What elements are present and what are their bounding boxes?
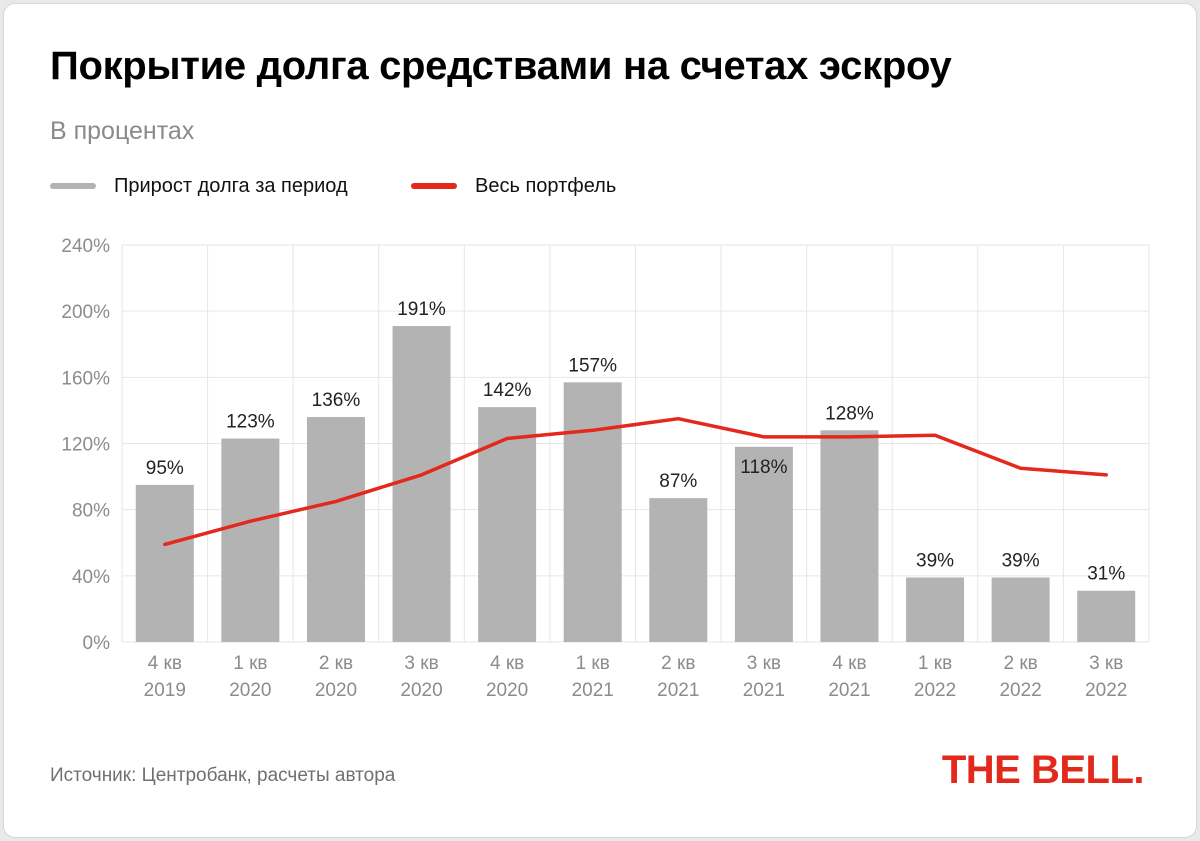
y-tick-label: 160%: [61, 368, 110, 389]
legend-swatch-line: [411, 183, 457, 189]
x-tick-label-line: 2020: [315, 680, 357, 701]
bar-data-label: 157%: [568, 355, 617, 376]
x-tick-label-line: 2021: [828, 680, 870, 701]
bar: [991, 577, 1050, 642]
the-bell-logo: THE BELL.: [941, 748, 1145, 792]
x-tick-label-line: 1 кв: [233, 653, 267, 674]
bar: [563, 382, 622, 642]
x-tick-label: 1 кв 2020: [229, 653, 271, 701]
bar: [135, 484, 194, 642]
x-tick-label-line: 2021: [743, 680, 785, 701]
bar-data-label: 191%: [397, 299, 446, 320]
x-tick-label: 2 кв 2020: [315, 653, 357, 701]
chart-card: Покрытие долга средствами на счетах эскр…: [3, 3, 1197, 838]
bar: [306, 417, 365, 642]
bar-data-label: 95%: [146, 458, 184, 479]
x-tick-label-line: 3 кв: [1089, 653, 1123, 674]
x-tick-label-line: 2020: [229, 680, 271, 701]
x-tick-label-line: 2022: [999, 680, 1041, 701]
line-series-whole-portfolio: [163, 416, 1108, 547]
y-tick-label: 200%: [61, 302, 110, 323]
bar-data-label: 142%: [483, 380, 532, 401]
legend-swatch-bars: [50, 183, 96, 189]
bar-data-label: 39%: [916, 550, 954, 571]
x-tick-label: 2 кв 2021: [657, 653, 699, 701]
x-tick-label-line: 2021: [572, 680, 614, 701]
x-tick-label-line: 2022: [1085, 680, 1127, 701]
x-tick-label: 2 кв 2022: [999, 653, 1041, 701]
x-tick-label-line: 2022: [914, 680, 956, 701]
x-tick-label-line: 2020: [400, 680, 442, 701]
x-tick-label: 3 кв 2020: [400, 653, 442, 701]
bar-data-label: 136%: [312, 390, 361, 411]
x-tick-label: 1 кв 2022: [914, 653, 956, 701]
legend-label-bars: Прирост долга за период: [114, 174, 348, 197]
x-tick-label-line: 2 кв: [661, 653, 695, 674]
bar: [906, 577, 965, 642]
y-tick-label: 240%: [61, 236, 110, 257]
bar-data-label: 31%: [1087, 564, 1125, 585]
y-tick-label: 40%: [72, 567, 110, 588]
bar-data-label: 123%: [226, 412, 275, 433]
y-tick-label: 120%: [61, 435, 110, 456]
x-tick-label-line: 3 кв: [747, 653, 781, 674]
x-tick-label: 4 кв 2021: [828, 653, 870, 701]
x-tick-label-line: 3 кв: [404, 653, 438, 674]
x-tick-label-line: 2 кв: [319, 653, 353, 674]
chart-title: Покрытие долга средствами на счетах эскр…: [50, 44, 952, 88]
bar-data-label: 87%: [659, 471, 697, 492]
x-tick-label: 3 кв 2022: [1085, 653, 1127, 701]
x-tick-label: 1 кв 2021: [572, 653, 614, 701]
bar: [392, 326, 451, 642]
bar: [734, 446, 793, 642]
x-tick-label-line: 1 кв: [918, 653, 952, 674]
bar: [221, 438, 280, 642]
x-tick-label-line: 4 кв: [148, 653, 182, 674]
y-tick-label: 80%: [72, 501, 110, 522]
x-tick-label: 4 кв 2019: [144, 653, 186, 701]
x-tick-label-line: 4 кв: [832, 653, 866, 674]
bar: [478, 407, 537, 642]
source-note: Источник: Центробанк, расчеты автора: [50, 765, 396, 786]
legend-label-line: Весь портфель: [475, 174, 617, 197]
x-tick-label-line: 2021: [657, 680, 699, 701]
legend-item-bars: Прирост долга за период: [50, 172, 348, 200]
bar-data-label: 39%: [1002, 550, 1040, 571]
bar: [1077, 590, 1136, 642]
x-tick-label-line: 2020: [486, 680, 528, 701]
x-tick-label: 4 кв 2020: [486, 653, 528, 701]
bar: [820, 430, 879, 642]
chart-subtitle: В процентах: [50, 117, 195, 145]
y-tick-label: 0%: [83, 633, 111, 654]
x-tick-label-line: 2019: [144, 680, 186, 701]
x-tick-label-line: 1 кв: [576, 653, 610, 674]
bar: [649, 498, 708, 642]
bar-data-label: 128%: [825, 403, 874, 424]
x-tick-label-line: 4 кв: [490, 653, 524, 674]
legend-item-line: Весь портфель: [411, 172, 616, 200]
x-tick-label-line: 2 кв: [1003, 653, 1037, 674]
bar-data-label: 118%: [740, 457, 787, 478]
x-tick-label: 3 кв 2021: [743, 653, 785, 701]
